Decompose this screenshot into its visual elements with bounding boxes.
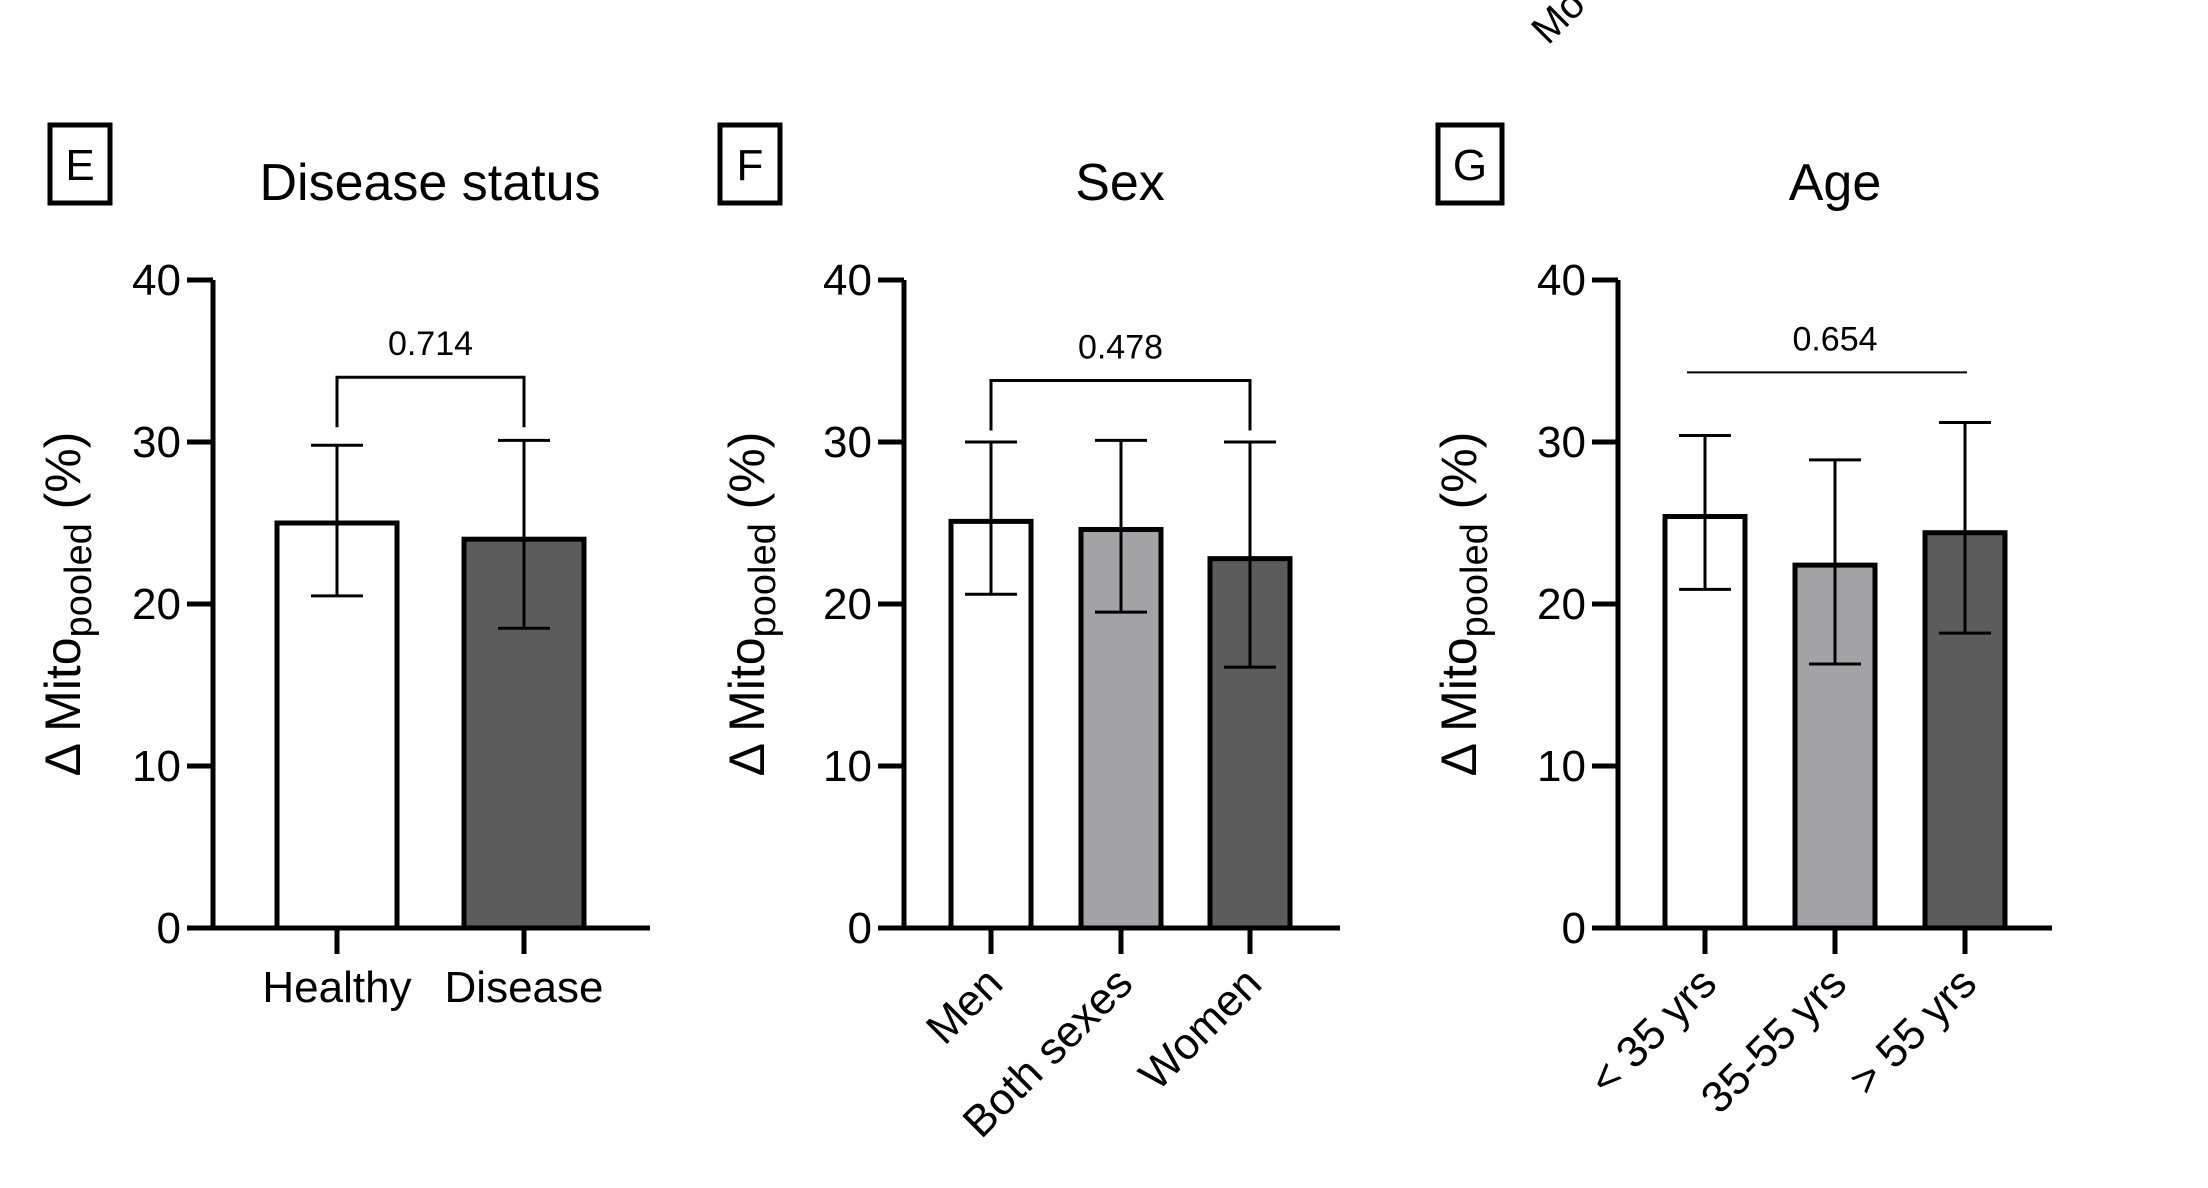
y-tick-label-e-4: 40 (132, 256, 181, 305)
panel-e-letter: E (65, 141, 94, 190)
x-tick-label-g-2: > 55 yrs (1840, 958, 1986, 1104)
y-tick-label-f-3: 30 (823, 418, 872, 467)
panel-e-title: Disease status (259, 154, 600, 212)
y-tick-label-f-1: 10 (823, 742, 872, 791)
panel-f-y-label: Δ Mitopooled (%) (719, 432, 784, 777)
panel-g-badge (1435, 122, 1505, 206)
y-tick-label-g-0: 0 (1562, 904, 1586, 953)
x-tick-label-e-1: Disease (445, 963, 604, 1012)
y-tick-label-e-0: 0 (157, 904, 181, 953)
y-tick-label-g-2: 20 (1537, 580, 1586, 629)
y-tick-label-f-0: 0 (848, 904, 872, 953)
x-tick-label-f-2: Women (1130, 958, 1271, 1099)
top-fragment-label: Mo (1523, 0, 1593, 52)
y-tick-label-f-2: 20 (823, 580, 872, 629)
panel-g-title: Age (1789, 154, 1882, 212)
y-tick-label-e-2: 20 (132, 580, 181, 629)
panel-e-badge (47, 122, 113, 206)
comparison-bracket-f (989, 378, 1252, 431)
panel-g-y-label: Δ Mitopooled (%) (1431, 432, 1496, 777)
comparison-bracket-e (335, 375, 526, 428)
x-tick-label-e-0: Healthy (262, 963, 411, 1012)
y-tick-label-g-1: 10 (1537, 742, 1586, 791)
y-tick-label-f-4: 40 (823, 256, 872, 305)
p-value-label-e: 0.714 (388, 325, 473, 363)
x-tick-label-f-0: Men (917, 958, 1012, 1053)
y-tick-label-e-3: 30 (132, 418, 181, 467)
p-value-label-g: 0.654 (1792, 320, 1877, 358)
x-tick-label-g-1: 35-55 yrs (1692, 958, 1856, 1122)
panel-g-letter: G (1453, 141, 1487, 190)
p-value-label-f: 0.478 (1078, 328, 1163, 366)
panel-f-badge (717, 122, 783, 206)
panel-f-letter: F (737, 141, 764, 190)
panel-e-y-label: Δ Mitopooled (%) (35, 432, 100, 777)
panel-f-title: Sex (1075, 154, 1165, 212)
y-tick-label-g-3: 30 (1537, 418, 1586, 467)
panel-e: E Disease status Δ Mitopooled (%) 0 10 20 30 40… (35, 122, 650, 1012)
y-tick-label-e-1: 10 (132, 742, 181, 791)
y-tick-label-g-4: 40 (1537, 256, 1586, 305)
